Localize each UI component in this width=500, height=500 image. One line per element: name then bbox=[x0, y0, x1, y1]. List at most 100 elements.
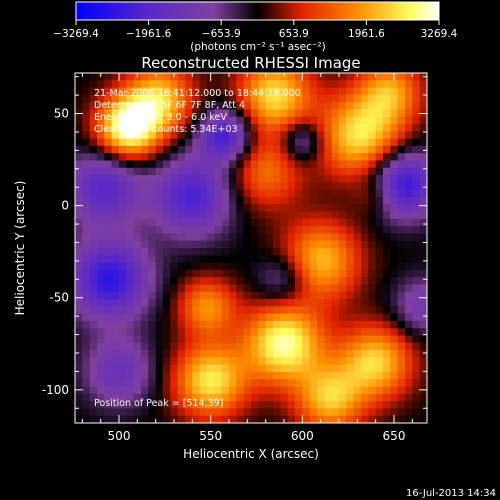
heatmap-cell bbox=[258, 80, 267, 89]
heatmap-cell bbox=[148, 226, 157, 235]
heatmap-cell bbox=[309, 109, 318, 118]
heatmap-cell bbox=[258, 255, 267, 264]
heatmap-cell bbox=[207, 189, 215, 198]
heatmap-cell bbox=[104, 408, 113, 417]
heatmap-cell bbox=[265, 342, 274, 351]
heatmap-cell bbox=[207, 94, 215, 103]
heatmap-cell bbox=[207, 87, 215, 96]
heatmap-cell bbox=[207, 255, 215, 264]
heatmap-cell bbox=[295, 87, 303, 96]
heatmap-cell bbox=[192, 328, 201, 337]
heatmap-cell bbox=[82, 328, 91, 337]
heatmap-cell bbox=[119, 80, 127, 89]
heatmap-cell bbox=[419, 153, 427, 162]
heatmap-cell bbox=[199, 240, 208, 249]
heatmap-cell bbox=[221, 255, 230, 264]
heatmap-cell bbox=[126, 167, 135, 176]
heatmap-cell bbox=[390, 175, 399, 183]
heatmap-cell bbox=[229, 196, 237, 205]
heatmap-cell bbox=[97, 167, 105, 176]
heatmap-cell bbox=[405, 393, 413, 402]
heatmap-cell bbox=[89, 138, 98, 147]
heatmap-cell bbox=[185, 109, 193, 118]
heatmap-cell bbox=[317, 160, 325, 169]
heatmap-cell bbox=[119, 255, 127, 264]
heatmap-cell bbox=[368, 73, 377, 81]
heatmap-cell bbox=[295, 73, 303, 81]
heatmap-cell bbox=[251, 342, 259, 351]
heatmap-cell bbox=[75, 138, 83, 147]
heatmap-cell bbox=[97, 87, 105, 96]
heatmap-cell bbox=[405, 102, 413, 111]
heatmap-cell bbox=[397, 350, 406, 358]
heatmap-cell bbox=[412, 269, 421, 278]
heatmap-cell bbox=[251, 138, 259, 147]
heatmap-cell bbox=[324, 357, 333, 366]
heatmap-cell bbox=[185, 131, 193, 140]
heatmap-cell bbox=[75, 350, 83, 358]
heatmap-cell bbox=[229, 124, 237, 132]
heatmap-cell bbox=[133, 255, 142, 264]
heatmap-cell bbox=[170, 182, 179, 191]
heatmap-cell bbox=[141, 357, 149, 366]
heatmap-cell bbox=[324, 240, 333, 249]
heatmap-cell bbox=[214, 393, 223, 402]
heatmap-cell bbox=[192, 73, 201, 81]
heatmap-cell bbox=[383, 357, 391, 366]
heatmap-cell bbox=[302, 299, 311, 307]
heatmap-cell bbox=[243, 313, 252, 322]
heatmap-cell bbox=[375, 306, 384, 315]
heatmap-cell bbox=[236, 182, 245, 191]
heatmap-cell bbox=[75, 196, 83, 205]
heatmap-cell bbox=[287, 357, 296, 366]
heatmap-cell bbox=[251, 80, 259, 89]
heatmap-cell bbox=[75, 116, 83, 125]
heatmap-cell bbox=[97, 262, 105, 271]
heatmap-cell bbox=[214, 379, 223, 388]
heatmap-cell bbox=[97, 240, 105, 249]
heatmap-cell bbox=[309, 291, 318, 300]
heatmap-cell bbox=[258, 153, 267, 162]
heatmap-cell bbox=[221, 240, 230, 249]
heatmap-cell bbox=[258, 320, 267, 329]
heatmap-cell bbox=[324, 73, 333, 81]
heatmap-cell bbox=[375, 386, 384, 395]
heatmap-cell bbox=[412, 299, 421, 307]
heatmap-cell bbox=[82, 124, 91, 132]
heatmap-cell bbox=[397, 401, 406, 410]
colorbar-tick-label: −1961.6 bbox=[126, 28, 172, 40]
heatmap-cell bbox=[295, 306, 303, 315]
heatmap-cell bbox=[104, 328, 113, 337]
heatmap-cell bbox=[236, 379, 245, 388]
heatmap-cell bbox=[375, 328, 384, 337]
heatmap-cell bbox=[280, 379, 289, 388]
heatmap-cell bbox=[89, 182, 98, 191]
heatmap-cell bbox=[97, 218, 105, 227]
heatmap-cell bbox=[177, 87, 186, 96]
heatmap-cell bbox=[75, 182, 83, 191]
heatmap-cell bbox=[119, 167, 127, 176]
heatmap-cell bbox=[148, 131, 157, 140]
heatmap-cell bbox=[192, 138, 201, 147]
heatmap-cell bbox=[419, 167, 427, 176]
heatmap-cell bbox=[82, 182, 91, 191]
heatmap-cell bbox=[207, 386, 215, 395]
heatmap-cell bbox=[89, 284, 98, 293]
heatmap-cell bbox=[302, 160, 311, 169]
heatmap-cell bbox=[368, 233, 377, 242]
heatmap-cell bbox=[287, 248, 296, 256]
heatmap-cell bbox=[265, 328, 274, 337]
heatmap-cell bbox=[324, 386, 333, 395]
heatmap-cell bbox=[177, 386, 186, 395]
heatmap-cell bbox=[346, 145, 355, 154]
heatmap-cell bbox=[258, 233, 267, 242]
heatmap-cell bbox=[368, 415, 377, 423]
heatmap-cell bbox=[111, 306, 120, 315]
heatmap-cell bbox=[97, 145, 105, 154]
heatmap-cell bbox=[339, 138, 347, 147]
heatmap-cell bbox=[214, 401, 223, 410]
heatmap-cell bbox=[412, 189, 421, 198]
heatmap-cell bbox=[163, 160, 171, 169]
heatmap-cell bbox=[405, 175, 413, 183]
heatmap-cell bbox=[368, 386, 377, 395]
